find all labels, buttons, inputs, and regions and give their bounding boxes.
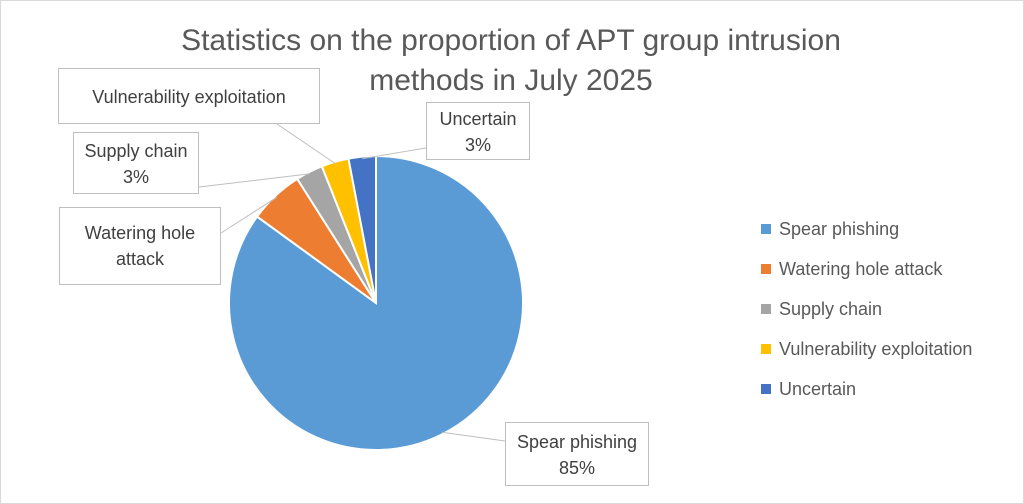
callout-value: 3% bbox=[122, 167, 149, 187]
callout-supply-chain: Supply chain 3% bbox=[73, 132, 199, 194]
callout-spear-phishing: Spear phishing 85% bbox=[505, 422, 649, 486]
legend-swatch bbox=[761, 224, 771, 234]
callout-label: Supply chain bbox=[84, 141, 188, 161]
callout-label: Vulnerability exploitation bbox=[92, 87, 286, 107]
legend-item-vulnerability-exploitation: Vulnerability exploitation bbox=[761, 329, 972, 369]
legend-label: Supply chain bbox=[779, 298, 883, 319]
legend-label: Watering hole attack bbox=[779, 258, 943, 279]
callout-uncertain: Uncertain 3% bbox=[426, 102, 530, 160]
legend-label: Uncertain bbox=[779, 378, 857, 399]
legend: Spear phishing Watering hole attack Supp… bbox=[761, 209, 972, 409]
legend-item-watering-hole-attack: Watering hole attack bbox=[761, 249, 972, 289]
legend-swatch bbox=[761, 304, 771, 314]
legend-swatch bbox=[761, 384, 771, 394]
chart-title-line-2: methods in July 2025 bbox=[369, 64, 653, 97]
leader-line bbox=[198, 173, 311, 188]
callout-vulnerability-exploitation: Vulnerability exploitation bbox=[58, 68, 320, 124]
callout-label: Uncertain bbox=[439, 109, 517, 129]
chart-title: Statistics on the proportion of APT grou… bbox=[141, 21, 881, 101]
leader-line bbox=[441, 431, 506, 442]
legend-swatch bbox=[761, 344, 771, 354]
leader-line bbox=[220, 196, 278, 234]
callout-label: Watering hole bbox=[84, 223, 196, 243]
legend-item-supply-chain: Supply chain bbox=[761, 289, 972, 329]
callout-value: 85% bbox=[558, 458, 596, 478]
legend-swatch bbox=[761, 264, 771, 274]
legend-item-spear-phishing: Spear phishing bbox=[761, 209, 972, 249]
legend-label: Vulnerability exploitation bbox=[779, 338, 973, 359]
callout-label: Spear phishing bbox=[516, 432, 638, 452]
leader-line bbox=[276, 123, 336, 165]
callout-watering-hole: Watering hole attack bbox=[59, 207, 221, 285]
callout-value: 3% bbox=[464, 135, 491, 155]
callout-value: attack bbox=[115, 249, 165, 269]
chart-title-line-1: Statistics on the proportion of APT grou… bbox=[181, 24, 841, 57]
legend-item-uncertain: Uncertain bbox=[761, 369, 972, 409]
legend-label: Spear phishing bbox=[779, 218, 900, 239]
